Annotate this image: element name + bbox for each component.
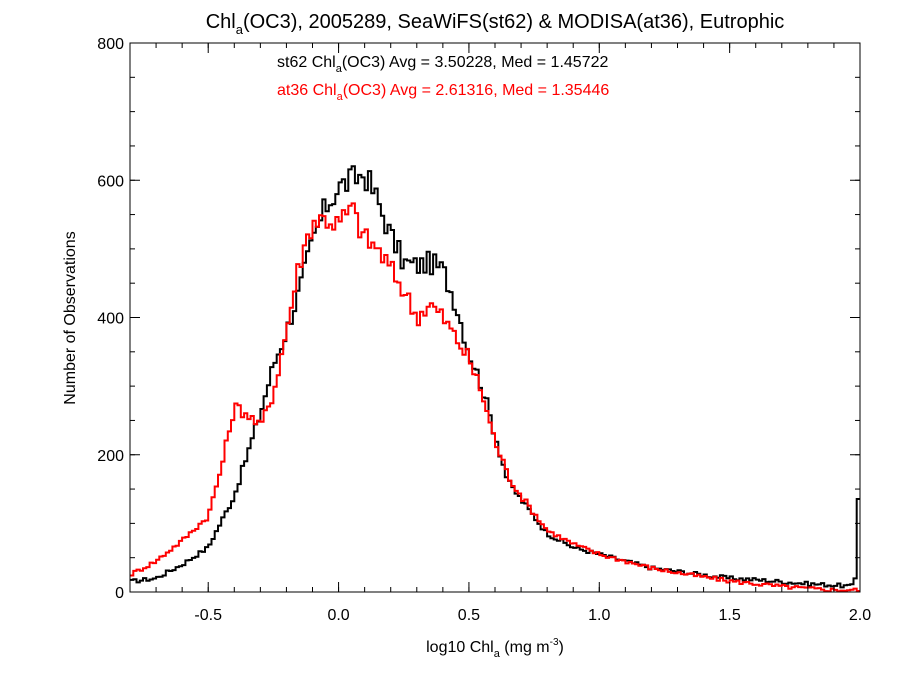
chart-title-main: Chl bbox=[206, 11, 236, 33]
chart-title-rest: (OC3), 2005289, SeaWiFS(st62) & MODISA(a… bbox=[243, 11, 784, 33]
series-layer bbox=[130, 165, 860, 593]
y-axis-label: Number of Observations bbox=[62, 231, 79, 404]
x-axis-label-close: ) bbox=[559, 639, 564, 656]
annotation-st62: st62 Chla(OC3) Avg = 3.50228, Med = 1.45… bbox=[277, 54, 608, 75]
chart-title: Chla(OC3), 2005289, SeaWiFS(st62) & MODI… bbox=[206, 11, 785, 37]
x-tick-label: -0.5 bbox=[194, 607, 222, 624]
y-tick-label: 400 bbox=[97, 311, 124, 328]
x-axis-label-sub: a bbox=[494, 648, 501, 660]
annotation-st62-sub: a bbox=[336, 63, 343, 75]
x-tick-label: 2.0 bbox=[849, 607, 871, 624]
y-tick-label: 800 bbox=[97, 36, 124, 53]
x-tick-label: 0.5 bbox=[458, 607, 480, 624]
series-st62-line bbox=[130, 165, 860, 589]
x-axis-label-main: log10 Chl bbox=[426, 639, 494, 656]
annotation-st62-prefix: st62 Chl bbox=[277, 54, 336, 71]
annotation-st62-suffix: (OC3) Avg = 3.50228, Med = 1.45722 bbox=[342, 54, 609, 71]
x-axis-label-units: (mg m bbox=[500, 639, 550, 656]
y-tick-label: 600 bbox=[97, 173, 124, 190]
annotation-at36-sub: a bbox=[337, 91, 344, 103]
ticks-layer: -0.5 0.0 0.5 1.0 1.5 2.0 0 200 400 600 800 bbox=[97, 36, 871, 624]
plot-frame bbox=[129, 42, 861, 593]
series-at36-line bbox=[130, 202, 860, 593]
y-tick-label: 200 bbox=[97, 448, 124, 465]
annotation-at36-suffix: (OC3) Avg = 2.61316, Med = 1.35446 bbox=[343, 82, 610, 99]
chart-title-sub: a bbox=[236, 22, 244, 37]
x-axis-label: log10 Chla (mg m-3) bbox=[426, 637, 564, 660]
annotation-at36-prefix: at36 Chl bbox=[277, 82, 337, 99]
x-tick-label: 0.0 bbox=[327, 607, 349, 624]
annotation-at36: at36 Chla(OC3) Avg = 2.61316, Med = 1.35… bbox=[277, 82, 609, 103]
x-axis-label-sup: -3 bbox=[550, 637, 559, 648]
y-tick-label: 0 bbox=[115, 585, 124, 602]
x-tick-label: 1.5 bbox=[719, 607, 741, 624]
x-tick-label: 1.0 bbox=[588, 607, 610, 624]
